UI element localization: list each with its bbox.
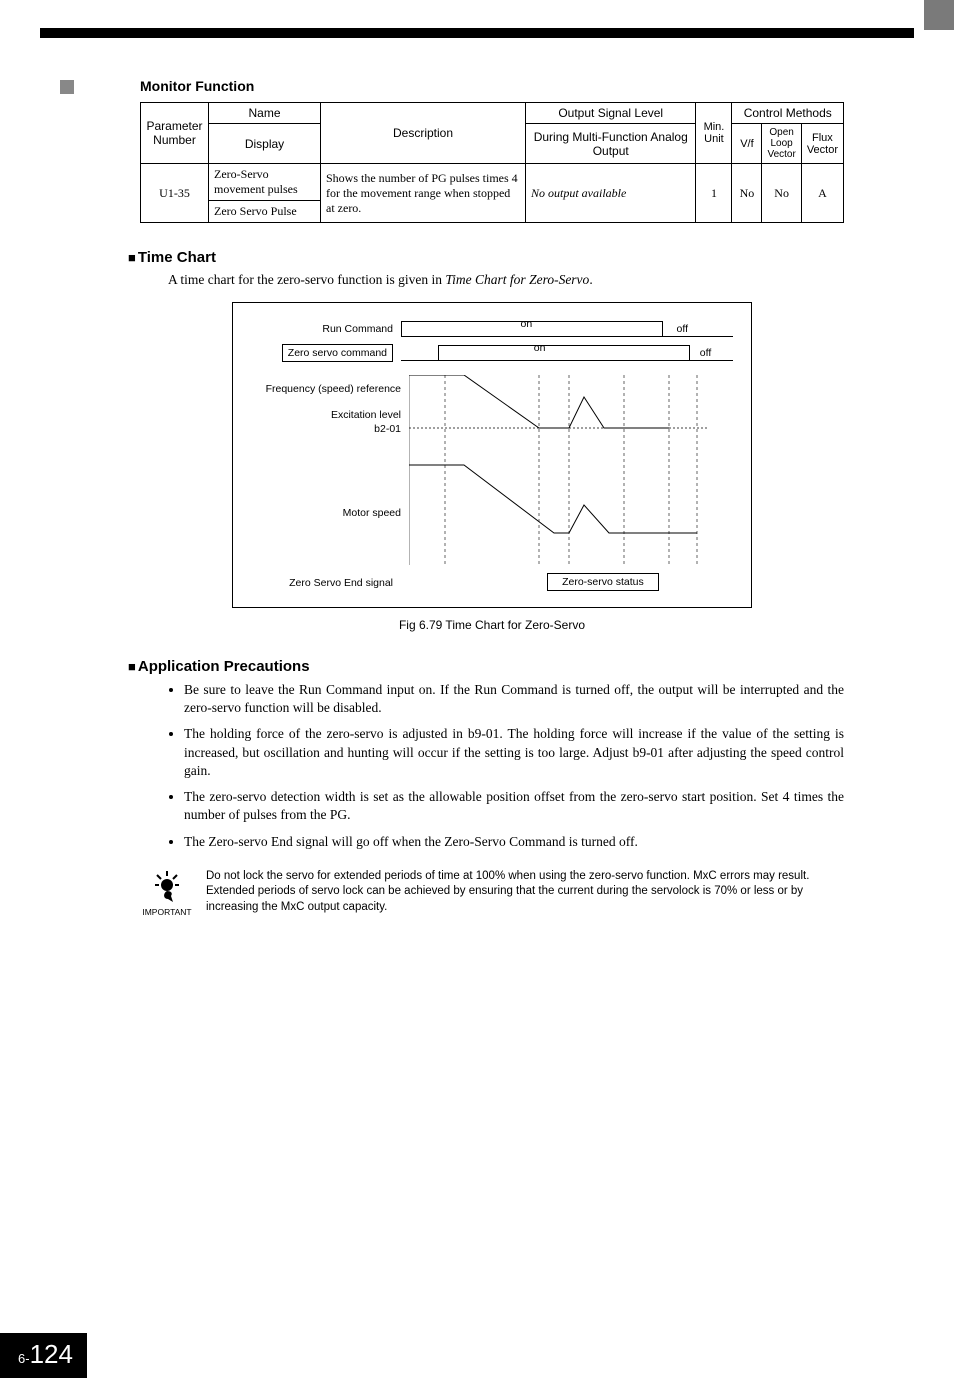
precautions-heading: Application Precautions bbox=[128, 658, 844, 675]
th-flux: Flux Vector bbox=[801, 124, 843, 164]
cell-param: U1-35 bbox=[141, 164, 209, 223]
prec-item: The zero-servo detection width is set as… bbox=[184, 788, 844, 824]
th-osl-sub: During Multi-Function Analog Output bbox=[526, 124, 696, 164]
chart-svg bbox=[409, 375, 739, 565]
time-chart-intro: A time chart for the zero-servo function… bbox=[168, 272, 844, 288]
th-olv: Open Loop Vector bbox=[762, 124, 801, 164]
cell-olv: No bbox=[762, 164, 801, 223]
th-desc: Description bbox=[321, 103, 526, 164]
th-param: Parameter Number bbox=[141, 103, 209, 164]
intro-pre: A time chart for the zero-servo function… bbox=[168, 272, 445, 287]
fig-label-zerocmd: Zero servo command bbox=[282, 344, 393, 362]
prec-item: Be sure to leave the Run Command input o… bbox=[184, 681, 844, 717]
fig-on-2: on bbox=[534, 342, 546, 354]
prec-item: The holding force of the zero-servo is a… bbox=[184, 725, 844, 780]
fig-label-end: Zero Servo End signal bbox=[251, 577, 401, 589]
fig-label-motor: Motor speed bbox=[251, 507, 401, 519]
precautions-list: Be sure to leave the Run Command input o… bbox=[168, 681, 844, 851]
th-vf: V/f bbox=[732, 124, 762, 164]
fig-label-b201: b2-01 bbox=[251, 423, 401, 435]
fig-label-exc: Excitation level bbox=[251, 409, 401, 421]
th-minunit: Min. Unit bbox=[696, 103, 732, 164]
th-osl: Output Signal Level bbox=[526, 103, 696, 124]
cell-display: Zero Servo Pulse bbox=[209, 201, 321, 223]
cell-name: Zero-Servo movement pulses bbox=[209, 164, 321, 201]
intro-ital: Time Chart for Zero-Servo bbox=[445, 272, 589, 287]
fig-status-box: Zero-servo status bbox=[547, 573, 659, 591]
th-display: Display bbox=[209, 124, 321, 164]
page-chapter: 6 bbox=[18, 1351, 25, 1366]
figure-caption: Fig 6.79 Time Chart for Zero-Servo bbox=[140, 618, 844, 632]
cell-vf: No bbox=[732, 164, 762, 223]
time-chart-heading: Time Chart bbox=[128, 249, 844, 266]
chart-area: Frequency (speed) reference Excitation l… bbox=[409, 375, 733, 565]
monitor-heading: Monitor Function bbox=[140, 78, 844, 94]
fig-off-1: off bbox=[677, 323, 688, 335]
cell-flux: A bbox=[801, 164, 843, 223]
page-number: 6-124 bbox=[0, 1333, 87, 1378]
important-text: Do not lock the servo for extended perio… bbox=[206, 869, 844, 916]
th-ctrl: Control Methods bbox=[732, 103, 844, 124]
cell-desc: Shows the number of PG pulses times 4 fo… bbox=[321, 164, 526, 223]
fig-label-freq: Frequency (speed) reference bbox=[251, 383, 401, 395]
intro-post: . bbox=[589, 272, 592, 287]
cell-osl: No output available bbox=[526, 164, 696, 223]
monitor-table: Parameter Number Name Description Output… bbox=[140, 102, 844, 223]
fig-label-run: Run Command bbox=[251, 323, 401, 335]
page-num: 124 bbox=[30, 1339, 73, 1369]
important-label: IMPORTANT bbox=[142, 907, 191, 917]
fig-off-2: off bbox=[700, 347, 711, 359]
time-chart-figure: Run Command on off Zero servo command on… bbox=[232, 302, 752, 608]
important-box: IMPORTANT Do not lock the servo for exte… bbox=[140, 869, 844, 917]
fig-on-1: on bbox=[521, 318, 533, 330]
important-icon: IMPORTANT bbox=[140, 869, 194, 917]
th-name: Name bbox=[209, 103, 321, 124]
prec-item: The Zero-servo End signal will go off wh… bbox=[184, 833, 844, 851]
cell-minunit: 1 bbox=[696, 164, 732, 223]
